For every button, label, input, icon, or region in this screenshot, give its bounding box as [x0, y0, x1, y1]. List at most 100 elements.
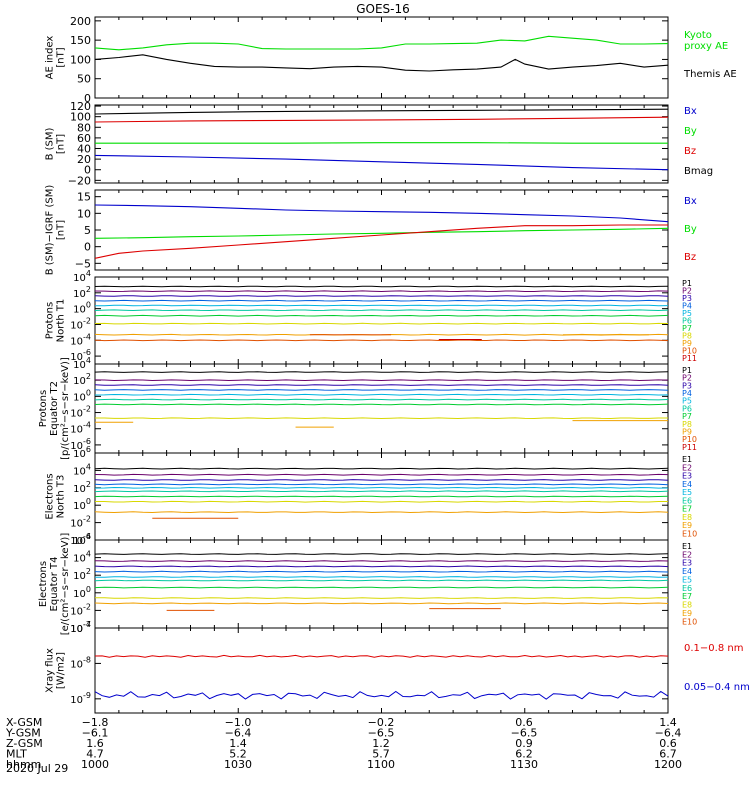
series-line-bz [94, 116, 669, 123]
legend-label: Bx [684, 196, 697, 207]
y-axis-label: AE index [45, 36, 56, 80]
y-tick-label: 10-2 [70, 405, 91, 420]
channel-line-e7 [94, 495, 669, 498]
channel-line-p8 [94, 322, 669, 325]
channel-line-p7 [94, 314, 669, 317]
xaxis-row-value: 1030 [224, 758, 252, 771]
xaxis-row-value: 1.2 [372, 737, 390, 750]
channel-label: E7 [682, 505, 692, 514]
xaxis-row-value: 1100 [367, 758, 395, 771]
y-tick-label: 0 [84, 241, 91, 254]
channel-label: E10 [682, 617, 697, 626]
channel-line-p8 [95, 417, 668, 420]
channel-label: P4 [682, 389, 692, 398]
channel-label: P7 [682, 412, 692, 421]
xaxis-row-value: −6.5 [511, 727, 538, 740]
series-line-bx [94, 204, 669, 223]
panel-frame [94, 104, 669, 184]
xaxis-row-value: −0.2 [368, 716, 395, 729]
y-axis-label: North T1 [56, 299, 67, 343]
channel-label: P4 [682, 302, 692, 311]
channel-label: E8 [682, 601, 692, 610]
xaxis-row-value: 1.4 [659, 716, 677, 729]
panel-frame [94, 627, 669, 714]
channel-line-e6 [94, 490, 669, 493]
y-axis-label: [nT] [56, 220, 67, 240]
series-line-xray-0 [94, 654, 669, 658]
legend-label: Bx [684, 106, 697, 117]
legend-label: Bz [684, 252, 696, 263]
channel-label: E3 [682, 472, 692, 481]
legend-label: Kyoto [684, 30, 712, 41]
legend-label: Themis AE [683, 69, 737, 80]
channel-label: E9 [682, 521, 692, 530]
panel-bdiff: −5 0 5 10 15 B (SM)−IGRF (SM) [nT] Bx By Bz [45, 185, 697, 276]
channel-label: P6 [682, 404, 692, 413]
legend-label: By [684, 126, 697, 137]
channel-line-p2 [94, 379, 669, 382]
y-axis-label: B (SM) [45, 127, 56, 160]
xaxis-row-value: 1130 [510, 758, 538, 771]
y-tick-label: 102 [73, 480, 91, 495]
channel-line-p4 [94, 299, 669, 302]
channel-label: P1 [682, 279, 692, 288]
y-axis-label: North T3 [56, 475, 67, 519]
y-axis-label: Electrons [38, 561, 49, 607]
channel-label: P8 [682, 420, 692, 429]
channel-label: E8 [682, 513, 692, 522]
y-tick-label: 100 [73, 301, 91, 316]
channel-label: P5 [682, 309, 692, 318]
y-tick-label: 10 [77, 207, 91, 220]
y-tick-label: −5 [75, 257, 91, 270]
y-tick-label: 100 [70, 111, 91, 124]
y-axis-label: Equator T4 [49, 557, 60, 612]
y-axis-label: [p/(cm²−s−sr−keV)] [60, 357, 71, 460]
y-axis-label: Equator T2 [49, 381, 60, 436]
series-line-by [94, 227, 669, 239]
y-tick-label: 150 [70, 34, 91, 47]
xaxis-row-value: −6.1 [82, 727, 109, 740]
y-tick-label: 10-7 [70, 620, 91, 635]
y-tick-label: 200 [70, 15, 91, 28]
channel-line-p6 [94, 309, 669, 312]
channel-label: P2 [682, 374, 692, 383]
xaxis-row-label: Z-GSM [6, 737, 43, 750]
channel-label: E1 [682, 455, 692, 464]
y-tick-label: 102 [73, 285, 91, 300]
channel-label: E10 [682, 529, 697, 538]
y-tick-label: 100 [73, 388, 91, 403]
y-tick-label: 104 [73, 462, 91, 477]
channel-label: E4 [682, 480, 692, 489]
y-tick-label: 10-8 [70, 655, 91, 670]
y-tick-label: 104 [73, 269, 91, 284]
y-axis-label: [e/(cm²−s−sr−keV)] [60, 533, 71, 636]
channel-line-e5 [95, 576, 669, 578]
channel-line-p5 [95, 304, 669, 307]
xaxis-row-value: 4.7 [86, 748, 104, 761]
channel-line-p5 [94, 393, 669, 396]
xaxis-row-label: hhmm [6, 758, 41, 771]
y-tick-label: 100 [70, 53, 91, 66]
legend-label: proxy AE [684, 41, 728, 52]
channel-line-p4 [94, 389, 669, 391]
y-tick-label: 60 [77, 132, 91, 145]
xaxis-row-value: −6.4 [225, 727, 252, 740]
channel-label: E2 [682, 463, 692, 472]
xaxis-row-value: 0.6 [659, 737, 677, 750]
xaxis-row-value: −1.8 [82, 716, 109, 729]
y-tick-label: 100 [73, 497, 91, 512]
channel-label: E6 [682, 496, 692, 505]
y-tick-label: 100 [73, 585, 91, 600]
channel-line-e9 [94, 602, 669, 605]
channel-label: E1 [682, 542, 692, 551]
channel-line-e4 [94, 570, 669, 573]
channel-line-p3 [94, 295, 669, 297]
y-tick-label: 0 [84, 164, 91, 177]
series-line-xray-1 [94, 690, 669, 700]
xaxis-row-value: −6.5 [368, 727, 395, 740]
channel-label: E5 [682, 575, 692, 584]
